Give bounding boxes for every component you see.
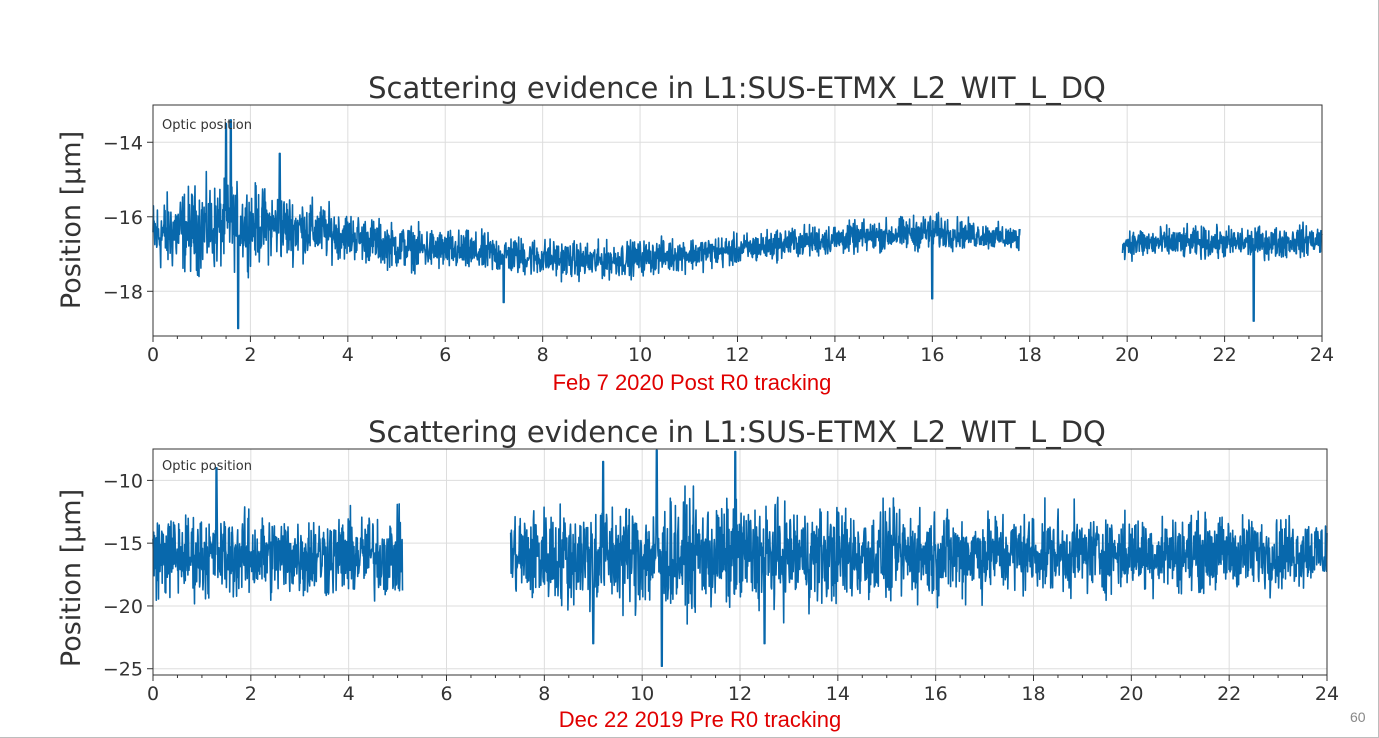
chart-1-xtick-label: 22 — [1212, 344, 1236, 366]
chart-2-ytick-label: −20 — [103, 596, 143, 618]
caption-top: Feb 7 2020 Post R0 tracking — [553, 370, 832, 395]
chart-1-xtick-label: 18 — [1018, 344, 1042, 366]
chart-2-xtick-label: 12 — [728, 683, 752, 705]
chart-1-title: Scattering evidence in L1:SUS-ETMX_L2_WI… — [368, 71, 1106, 105]
chart-2-xtick-label: 18 — [1021, 683, 1045, 705]
chart-2-xtick-label: 24 — [1315, 683, 1339, 705]
chart-2-xtick-label: 4 — [343, 683, 355, 705]
page-number: 60 — [1350, 709, 1366, 725]
chart-1-xtick-label: 20 — [1115, 344, 1139, 366]
chart-1-ytick-label: −16 — [103, 207, 143, 229]
chart-2-legend: Optic position — [162, 459, 252, 474]
caption-bottom: Dec 22 2019 Pre R0 tracking — [559, 707, 842, 732]
chart-1-ytick-label: −14 — [103, 132, 143, 154]
chart-2-xtick-label: 2 — [245, 683, 257, 705]
chart-1-ytick-label: −18 — [103, 281, 143, 303]
chart-2-xtick-label: 22 — [1217, 683, 1241, 705]
chart-1-xtick-label: 14 — [823, 344, 847, 366]
chart-2-series-line — [152, 449, 1328, 667]
chart-1-xtick-label: 16 — [920, 344, 944, 366]
chart-1-series-line — [152, 119, 1323, 330]
chart-2-xtick-label: 0 — [147, 683, 159, 705]
chart-1-legend: Optic position — [162, 118, 252, 133]
chart-1-xtick-label: 6 — [439, 344, 451, 366]
chart-2-xtick-label: 6 — [440, 683, 452, 705]
chart-2-xtick-label: 8 — [538, 683, 550, 705]
chart-1-xtick-label: 10 — [628, 344, 652, 366]
chart-2-ytick-label: −25 — [103, 659, 143, 681]
chart-2-ytick-label: −15 — [103, 533, 143, 555]
chart-2-title: Scattering evidence in L1:SUS-ETMX_L2_WI… — [368, 415, 1106, 449]
chart-1-xtick-label: 0 — [147, 344, 159, 366]
chart-2-frame — [152, 448, 1328, 676]
chart-2-ylabel: Position [μm] — [56, 489, 87, 667]
chart-1-frame — [152, 104, 1323, 337]
chart-2-xtick-label: 14 — [826, 683, 850, 705]
chart-1-xtick-label: 2 — [244, 344, 256, 366]
chart-1-xtick-label: 8 — [537, 344, 549, 366]
chart-2-xtick-label: 10 — [630, 683, 654, 705]
chart-1-xtick-label: 24 — [1310, 344, 1334, 366]
chart-2-xtick-label: 16 — [924, 683, 948, 705]
chart-2-xtick-label: 20 — [1119, 683, 1143, 705]
chart-1-xtick-label: 4 — [342, 344, 354, 366]
chart-1-xtick-label: 12 — [725, 344, 749, 366]
chart-1-ylabel: Position [μm] — [56, 131, 87, 309]
chart-2-ytick-label: −10 — [103, 470, 143, 492]
